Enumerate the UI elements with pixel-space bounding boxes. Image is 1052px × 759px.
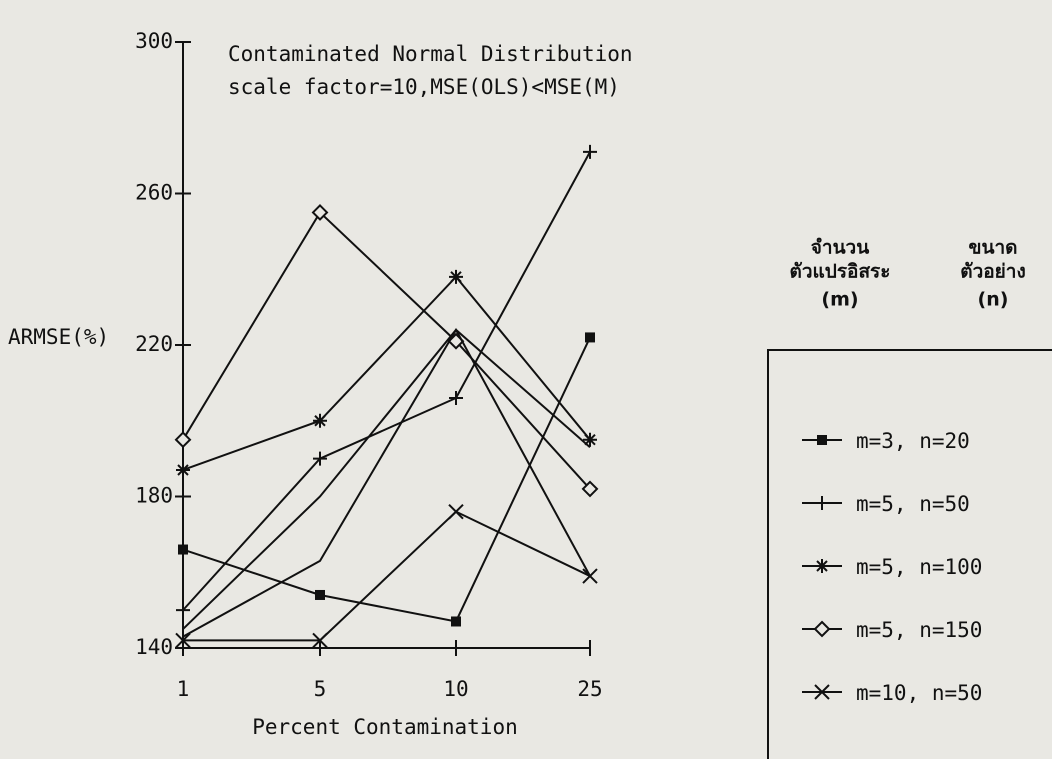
series-line xyxy=(182,327,591,638)
y-tick-label: 220 xyxy=(135,332,173,356)
legend-heading: ตัวแปรอิสระ xyxy=(790,261,891,283)
x-tick-label: 10 xyxy=(443,677,468,701)
y-axis-label: ARMSE(%) xyxy=(8,325,109,349)
marker xyxy=(583,144,597,159)
marker xyxy=(815,559,829,573)
legend-heading: ตัวอย่าง xyxy=(960,261,1026,283)
marker xyxy=(815,496,829,510)
marker xyxy=(448,503,464,520)
y-tick-label: 300 xyxy=(135,29,173,53)
marker xyxy=(175,632,191,649)
marker xyxy=(583,432,597,447)
marker xyxy=(313,451,327,466)
y-tick-label: 180 xyxy=(135,484,173,508)
legend-label: m=5, n=150 xyxy=(856,618,982,642)
legend-label: m=3, n=20 xyxy=(856,429,970,453)
legend-box xyxy=(767,349,1052,759)
legend-heading: (m) xyxy=(821,289,858,311)
x-axis-label: Percent Contamination xyxy=(252,715,518,739)
x-tick-label: 5 xyxy=(314,677,327,701)
series-line xyxy=(182,336,591,623)
marker xyxy=(813,620,831,638)
marker xyxy=(178,544,188,555)
marker xyxy=(313,413,327,428)
series-line xyxy=(182,210,591,490)
marker xyxy=(315,589,325,600)
legend-heading: ขนาด xyxy=(969,237,1018,259)
marker xyxy=(312,632,328,649)
series-line xyxy=(182,328,591,630)
marker xyxy=(581,480,599,498)
marker xyxy=(817,435,827,445)
y-tick-label: 260 xyxy=(135,181,173,205)
legend-label: m=5, n=50 xyxy=(856,492,970,516)
marker xyxy=(174,431,192,449)
marker xyxy=(451,616,461,627)
y-tick-label: 140 xyxy=(135,635,173,659)
marker xyxy=(814,684,830,700)
series-line xyxy=(183,510,591,642)
legend-heading: (n) xyxy=(978,289,1009,311)
marker xyxy=(449,391,463,406)
series-line xyxy=(182,275,591,471)
x-tick-label: 25 xyxy=(577,677,602,701)
chart-subtitle: scale factor=10,MSE(OLS)<MSE(M) xyxy=(228,75,620,99)
chart-title: Contaminated Normal Distribution xyxy=(228,42,633,66)
series-line xyxy=(182,151,591,611)
legend-label: m=10, n=50 xyxy=(856,681,982,705)
legend-label: m=5, n=100 xyxy=(856,555,982,579)
marker xyxy=(176,462,190,477)
marker xyxy=(176,603,190,618)
marker xyxy=(449,269,463,284)
marker xyxy=(585,332,595,343)
x-tick-label: 1 xyxy=(177,677,190,701)
legend-heading: จำนวน xyxy=(811,237,869,259)
marker xyxy=(311,204,329,221)
